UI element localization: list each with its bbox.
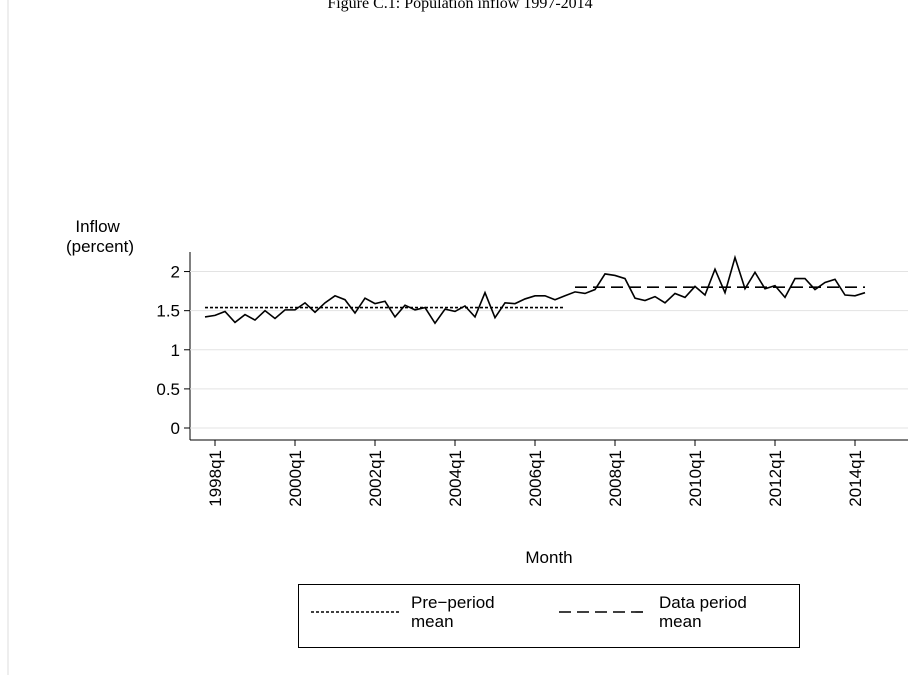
x-tick-label: 2012q1 bbox=[766, 450, 785, 507]
legend-swatch bbox=[559, 611, 647, 613]
x-tick-label: 2002q1 bbox=[366, 450, 385, 507]
legend: Pre−period mean Data period mean bbox=[298, 584, 800, 648]
x-tick-label: 2006q1 bbox=[526, 450, 545, 507]
legend-label: Pre−period mean bbox=[411, 593, 495, 631]
y-tick-label: 0.5 bbox=[156, 380, 180, 399]
x-tick-label: 2008q1 bbox=[606, 450, 625, 507]
chart-title: Figure C.1: Population inflow 1997-2014 bbox=[327, 0, 592, 12]
y-tick-label: 1 bbox=[171, 341, 180, 360]
x-tick-label: 2004q1 bbox=[446, 450, 465, 507]
x-tick-label: 2014q1 bbox=[846, 450, 865, 507]
x-tick-label: 2010q1 bbox=[686, 450, 705, 507]
data-line bbox=[204, 254, 866, 325]
y-tick-label: 0 bbox=[171, 419, 180, 438]
x-tick-label: 2000q1 bbox=[286, 450, 305, 507]
y-tick-label: 2 bbox=[171, 263, 180, 282]
legend-item: Data period mean bbox=[559, 593, 769, 631]
legend-label: Data period mean bbox=[659, 593, 747, 631]
legend-swatch bbox=[311, 611, 399, 613]
y-tick-label: 1.5 bbox=[156, 302, 180, 321]
x-tick-label: 1998q1 bbox=[206, 450, 225, 507]
y-axis-label: Inflow (percent) bbox=[66, 217, 134, 256]
legend-item: Pre−period mean bbox=[311, 593, 521, 631]
x-axis-label: Month bbox=[525, 548, 572, 567]
